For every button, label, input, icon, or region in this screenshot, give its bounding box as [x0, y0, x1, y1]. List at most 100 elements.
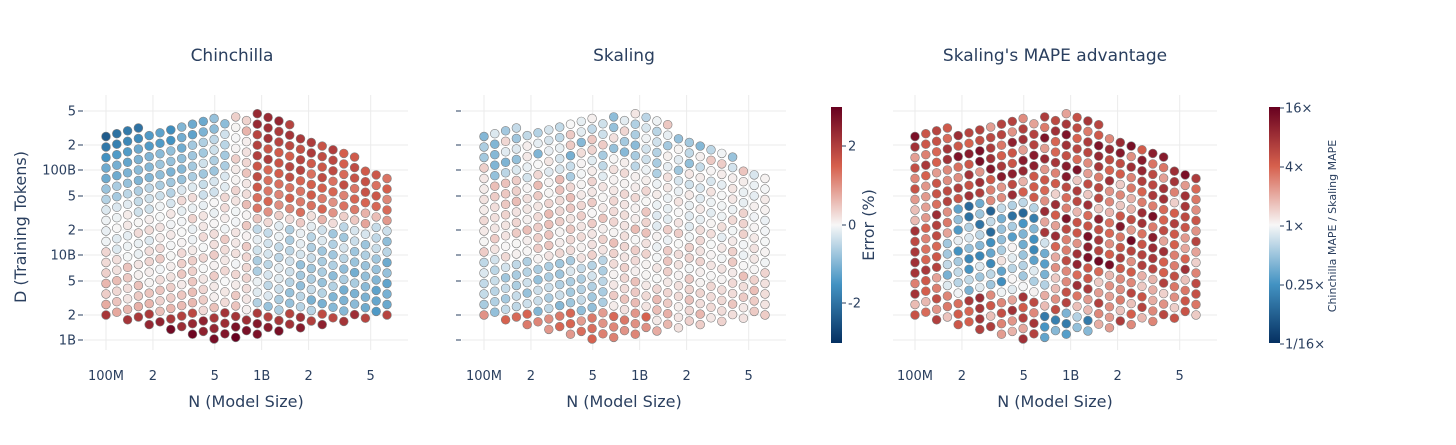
data-point [608, 311, 619, 322]
data-point [706, 229, 716, 239]
data-point [630, 224, 640, 234]
data-point [349, 278, 360, 288]
data-point [339, 211, 349, 222]
data-point [662, 162, 673, 172]
data-point [921, 276, 931, 286]
data-point [1191, 226, 1201, 236]
data-point [921, 213, 931, 223]
data-point [285, 214, 295, 224]
data-point [360, 313, 371, 323]
data-point [608, 269, 619, 280]
data-point [177, 216, 187, 227]
data-point [274, 126, 284, 137]
data-point [1104, 281, 1115, 291]
data-point [738, 208, 749, 218]
data-point [263, 228, 273, 238]
data-point [1039, 217, 1050, 227]
data-point [684, 200, 694, 211]
data-points [101, 108, 392, 344]
data-point [931, 252, 942, 262]
data-point [112, 192, 122, 202]
data-point [479, 163, 489, 173]
data-point [921, 244, 931, 254]
data-point [112, 181, 122, 191]
data-point [187, 203, 198, 213]
data-point [112, 255, 122, 265]
data-point [684, 190, 694, 200]
data-point [985, 258, 996, 269]
data-point [706, 155, 716, 166]
data-point [1072, 301, 1082, 312]
data-point [662, 298, 673, 308]
data-point [921, 202, 931, 212]
data-point [500, 136, 511, 147]
data-point [263, 112, 273, 123]
data-point [921, 181, 931, 191]
data-point [371, 212, 381, 222]
data-point [910, 226, 920, 236]
y-tick-label: 1B [59, 334, 76, 349]
data-point [533, 264, 543, 274]
data-point [1029, 203, 1039, 213]
data-point [317, 193, 327, 204]
data-point [1126, 162, 1136, 172]
data-point [1061, 130, 1072, 140]
data-point [317, 298, 327, 309]
data-point [554, 195, 565, 206]
data-point [101, 215, 111, 226]
data-point [490, 150, 500, 160]
data-point [220, 224, 230, 234]
data-point [598, 276, 608, 286]
data-point [122, 252, 133, 262]
data-point [975, 282, 985, 293]
data-point [673, 281, 684, 291]
data-point [587, 271, 597, 281]
data-point [1039, 206, 1050, 217]
data-point [198, 274, 209, 284]
data-point [727, 194, 738, 204]
data-point [490, 202, 500, 212]
data-point [684, 148, 694, 158]
data-point [177, 227, 187, 237]
data-point [1029, 140, 1039, 150]
data-point [522, 151, 532, 162]
data-point [684, 179, 694, 190]
data-point [522, 130, 532, 141]
data-point [1148, 180, 1158, 190]
data-point [112, 234, 122, 244]
data-point [673, 228, 684, 239]
data-point [985, 279, 996, 290]
data-point [921, 286, 931, 296]
data-point [1104, 207, 1115, 218]
data-point [209, 145, 219, 155]
data-point [263, 123, 273, 133]
data-point [964, 317, 974, 327]
data-point [133, 291, 144, 301]
data-point [1126, 288, 1136, 298]
data-point [1126, 225, 1136, 235]
data-point [263, 196, 273, 207]
data-point [155, 170, 165, 180]
data-point [598, 192, 608, 203]
data-point [187, 151, 198, 161]
data-point [1061, 235, 1072, 245]
data-point [760, 257, 770, 268]
data-point [587, 292, 597, 302]
data-point [220, 150, 230, 161]
data-point [953, 214, 963, 225]
data-point [231, 227, 241, 238]
data-point [133, 228, 144, 238]
data-point [382, 278, 392, 289]
data-point [964, 180, 974, 191]
data-point [662, 256, 673, 266]
data-point [295, 249, 306, 260]
data-point [133, 207, 144, 217]
data-point [285, 235, 295, 245]
data-point [220, 171, 230, 182]
colorbar-ticks: 20-2 [842, 140, 861, 312]
data-point [306, 305, 316, 316]
data-point [382, 268, 392, 278]
data-point [177, 143, 187, 153]
data-point [953, 151, 963, 162]
data-point [1039, 269, 1050, 280]
